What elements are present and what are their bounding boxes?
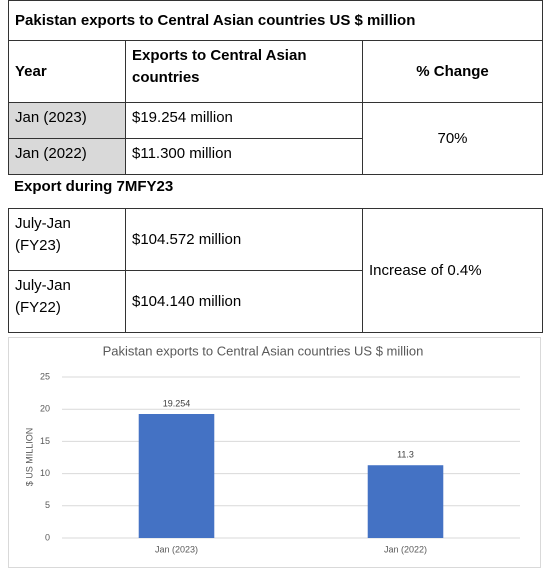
y-tick-label: 20 [40,404,50,414]
summary-table: Pakistan exports to Central Asian countr… [8,0,543,175]
section-title: Export during 7MFY23 [14,178,174,195]
y-tick-label: 25 [40,371,50,381]
year-cell: Jan (2022) [8,138,126,175]
y-tick-label: 0 [45,532,50,542]
chart-frame [8,337,541,568]
year-cell: July-Jan (FY22) [8,270,126,333]
header-cell: Exports to Central Asian countries [125,40,363,103]
year-cell: Jan (2023) [8,102,126,139]
value-cell: $104.140 million [125,270,363,333]
period-table: July-Jan (FY23) $104.572 million Increas… [8,208,543,333]
chart: Pakistan exports to Central Asian countr… [8,337,541,568]
y-tick-label: 15 [40,436,50,446]
bar [138,414,215,538]
chart-title: Pakistan exports to Central Asian countr… [103,343,424,358]
header-cell: Year [8,40,126,103]
bar [367,465,444,538]
header-cell: % Change [362,40,543,103]
value-cell: $104.572 million [125,208,363,271]
value-cell: $11.300 million [125,138,363,175]
data-label: 11.3 [397,450,414,460]
change-cell: Increase of 0.4% [362,208,543,333]
year-cell: July-Jan (FY23) [8,208,126,271]
y-tick-label: 5 [45,500,50,510]
x-tick-label: Jan (2022) [384,544,427,554]
value-cell: $19.254 million [125,102,363,139]
y-axis-label: $ US MILLION [24,428,34,487]
y-tick-label: 10 [40,468,50,478]
x-tick-label: Jan (2023) [155,544,198,554]
change-cell: 70% [362,102,543,175]
table-title: Pakistan exports to Central Asian countr… [8,0,543,41]
data-label: 19.254 [163,398,191,408]
